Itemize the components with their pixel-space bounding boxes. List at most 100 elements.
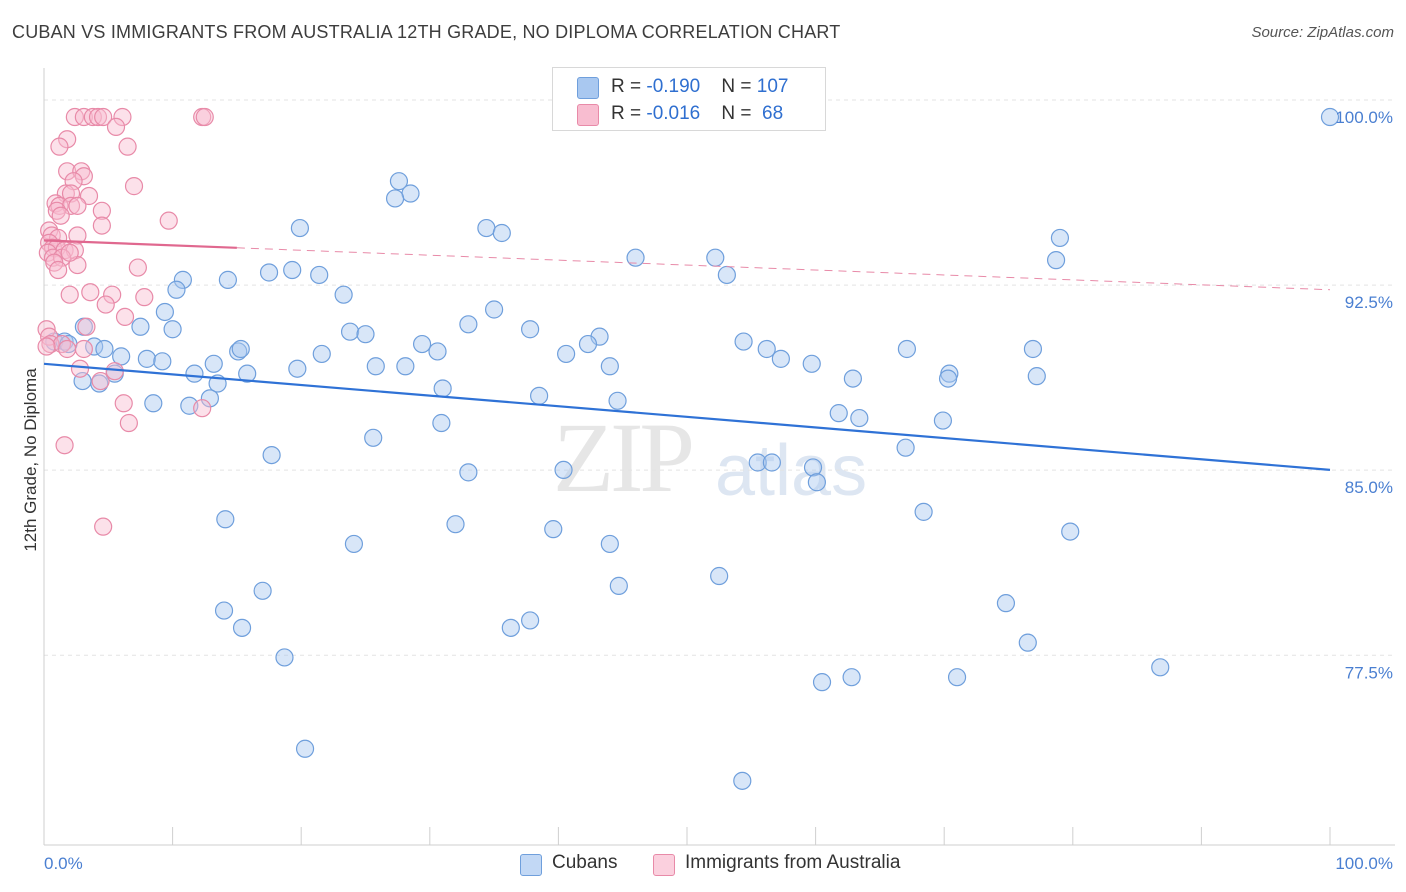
cuban-point <box>153 352 172 371</box>
cuban-point <box>829 404 848 423</box>
cuban-point <box>600 357 619 376</box>
australia-point <box>49 260 68 280</box>
cuban-point <box>530 386 549 405</box>
x-tick-label: 100.0% <box>1335 854 1393 873</box>
cuban-point <box>485 300 504 319</box>
australia-point <box>115 307 135 327</box>
cuban-point <box>310 265 329 285</box>
australia-point <box>68 226 87 245</box>
cuban-point <box>396 357 415 376</box>
australia-point <box>119 413 138 433</box>
cuban-point <box>218 270 237 289</box>
cuban-point <box>144 394 163 413</box>
n-label: N = <box>721 103 757 124</box>
cuban-point <box>762 453 781 472</box>
australia-point <box>135 288 154 307</box>
r-value-cubans: -0.190 <box>646 76 701 97</box>
cuban-point <box>717 265 736 285</box>
australia-point <box>77 317 96 336</box>
australia-trend-line-dashed <box>236 247 1331 291</box>
australia-point <box>70 359 90 378</box>
cuban-point <box>216 510 235 529</box>
cuban-point <box>947 668 967 687</box>
cuban-point <box>290 218 310 238</box>
y-tick-label: 92.5% <box>1345 293 1393 312</box>
cuban-point <box>295 739 315 758</box>
cuban-point <box>432 413 451 433</box>
bottom-legend-label-cubans: Cubans <box>552 852 618 873</box>
australia-point <box>128 258 147 277</box>
australia-point <box>96 295 115 314</box>
australia-point <box>55 436 74 455</box>
cuban-point <box>364 428 383 447</box>
cuban-point <box>492 223 511 243</box>
axes <box>43 68 1395 846</box>
cuban-point <box>521 320 540 339</box>
n-label: N = <box>721 76 757 97</box>
cuban-point <box>366 357 385 376</box>
cuban-point <box>433 379 452 398</box>
cuban-point <box>155 302 174 322</box>
y-tick-label: 77.5% <box>1345 663 1393 682</box>
cuban-point <box>802 354 821 373</box>
cuban-point <box>385 189 405 208</box>
cuban-point <box>459 315 478 334</box>
cuban-point <box>275 648 294 667</box>
cuban-point <box>608 391 627 410</box>
cuban-point <box>95 339 114 359</box>
australia-point <box>94 517 113 536</box>
n-value-australia: 68 <box>756 103 784 124</box>
australia-point <box>92 201 111 220</box>
cuban-point <box>710 566 729 586</box>
cuban-point <box>137 349 156 368</box>
cuban-point <box>521 611 540 630</box>
cuban-point <box>1018 633 1037 652</box>
cuban-point <box>626 248 645 267</box>
cuban-point <box>600 534 619 554</box>
australia-point <box>43 238 63 257</box>
australia-point <box>195 107 214 127</box>
cuban-point <box>238 364 257 383</box>
trend-lines <box>43 239 1331 471</box>
bottom-legend-swatch-cubans <box>520 854 542 876</box>
australia-point <box>50 137 69 156</box>
australia-point <box>83 107 102 127</box>
australia-point <box>193 399 212 418</box>
r-label: R = <box>611 76 647 97</box>
cuban-point <box>733 771 752 790</box>
cuban-point <box>1050 228 1070 248</box>
cuban-point <box>896 438 915 457</box>
cuban-point <box>283 260 302 280</box>
watermark-atlas: atlas <box>715 431 868 511</box>
cuban-point <box>344 534 364 554</box>
cuban-point <box>173 270 192 289</box>
australia-point <box>58 162 77 181</box>
y-tick-label: 85.0% <box>1345 478 1393 497</box>
x-tick-label: 0.0% <box>44 854 83 873</box>
cuban-point <box>771 349 790 368</box>
cuban-point <box>843 369 862 388</box>
cuban-point <box>214 601 234 620</box>
cuban-point <box>1151 658 1170 677</box>
australia-point <box>159 211 178 230</box>
cuban-point <box>401 184 420 203</box>
cuban-point <box>897 339 917 359</box>
cuban-point <box>334 285 353 304</box>
cuban-point <box>748 453 767 472</box>
cuban-point <box>253 581 272 600</box>
australia-point <box>94 107 113 127</box>
chart-title: CUBAN VS IMMIGRANTS FROM AUSTRALIA 12TH … <box>12 22 841 42</box>
cuban-point <box>232 618 252 637</box>
cuban-point <box>131 317 150 336</box>
cuban-point <box>163 320 182 339</box>
australia-point <box>60 285 79 304</box>
australia-point <box>37 337 56 356</box>
cuban-point <box>557 344 576 364</box>
cuban-point <box>428 342 447 361</box>
cuban-point <box>501 618 520 637</box>
y-tick-label: 100.0% <box>1335 108 1393 127</box>
australia-point <box>81 283 100 302</box>
watermark-zip: ZIP <box>553 402 695 513</box>
bottom-legend-label-australia: Immigrants from Australia <box>685 852 901 873</box>
